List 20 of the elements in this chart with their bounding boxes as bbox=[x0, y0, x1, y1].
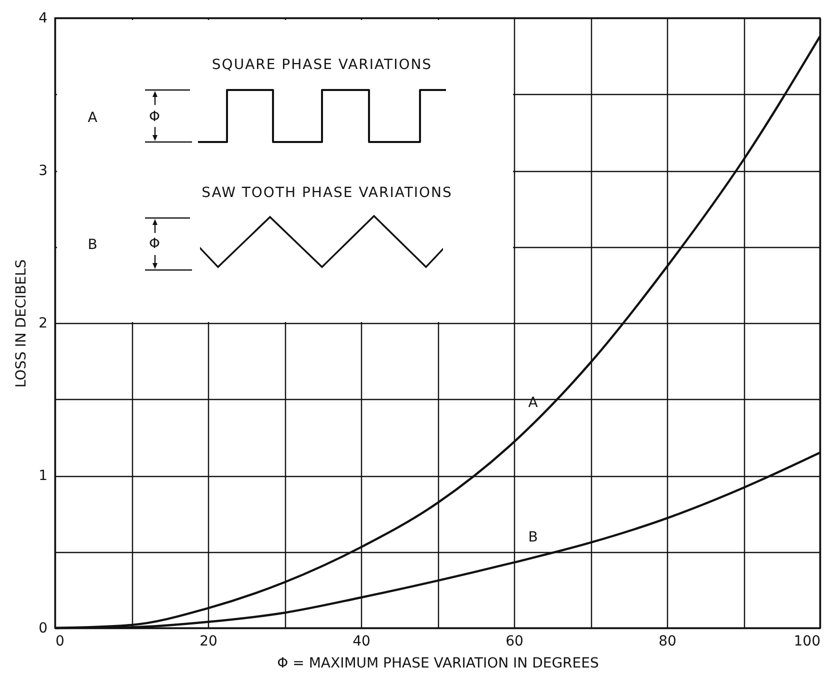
annotation: B bbox=[88, 236, 98, 253]
annotation: A bbox=[88, 110, 98, 126]
annotation: Φ bbox=[148, 236, 162, 252]
x-tick-label: 20 bbox=[200, 634, 218, 650]
annotation: SQUARE PHASE VARIATIONS bbox=[212, 56, 432, 73]
x-axis-title: Φ = MAXIMUM PHASE VARIATION IN DEGREES bbox=[277, 656, 599, 672]
x-tick-label: 0 bbox=[56, 634, 64, 650]
annotation: Φ bbox=[148, 108, 162, 125]
annotation: SAW TOOTH PHASE VARIATIONS bbox=[202, 184, 452, 201]
y-tick-label: 2 bbox=[38, 316, 48, 332]
y-tick-label: 4 bbox=[38, 10, 48, 26]
x-tick-label: 100 bbox=[794, 634, 820, 650]
y-axis-title: LOSS IN DECIBELS bbox=[14, 259, 30, 388]
x-tick-label: 40 bbox=[352, 634, 370, 650]
y-tick-label: 1 bbox=[38, 468, 48, 484]
series-label: B bbox=[528, 529, 538, 546]
x-tick-label: 60 bbox=[506, 634, 524, 650]
x-tick-label: 80 bbox=[658, 634, 676, 650]
y-tick-label: 3 bbox=[38, 163, 48, 179]
y-tick-label: 0 bbox=[38, 620, 48, 636]
